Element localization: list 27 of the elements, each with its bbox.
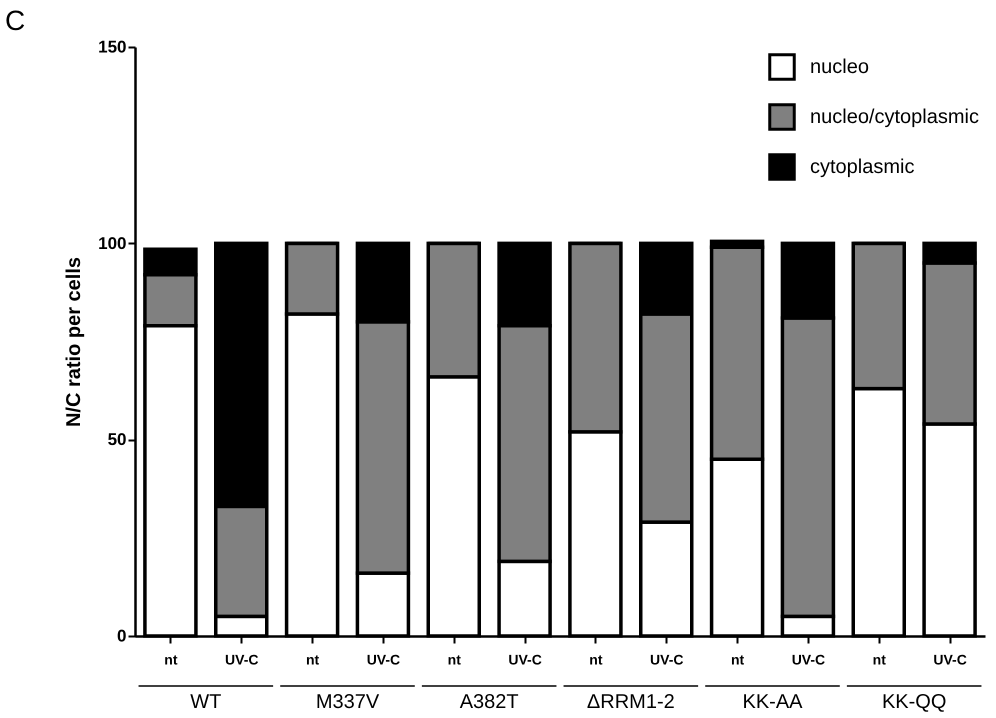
y-tick-label: 0 xyxy=(117,626,126,646)
legend-label: nucleo xyxy=(810,56,869,78)
text: ΔRRM1-2 xyxy=(586,691,675,713)
text: KK-AA xyxy=(742,691,804,713)
x-tick-label: nt xyxy=(872,652,886,668)
chart-title: C xyxy=(5,5,26,36)
text: A382T xyxy=(460,691,519,713)
x-tick-label: UV-C xyxy=(225,652,258,668)
x-tick-label: nt xyxy=(730,652,745,668)
x-tick-label: UV-C xyxy=(650,652,684,668)
text: WT xyxy=(190,691,222,713)
text: KK-QQ xyxy=(882,691,946,713)
legend-label: cytoplasmic xyxy=(810,156,914,178)
x-tick-label: nt xyxy=(306,652,320,668)
y-tick-label: 100 xyxy=(98,234,126,253)
x-tick-label: nt xyxy=(164,652,178,668)
x-tick-label: UV-C xyxy=(508,652,542,668)
y-axis-title: N/C ratio per cells xyxy=(63,256,86,428)
y-tick-label: 50 xyxy=(108,430,126,450)
x-tick-label: UV-C xyxy=(366,652,400,668)
x-tick-label: UV-C xyxy=(792,652,826,668)
y-tick-label: 150 xyxy=(98,38,126,56)
legend-label: nucleo/cytoplasmic xyxy=(810,106,979,128)
x-tick-label: nt xyxy=(589,652,603,668)
x-tick-label: nt xyxy=(448,652,462,668)
text: M337V xyxy=(316,691,380,713)
x-tick-label: UV-C xyxy=(933,652,967,668)
